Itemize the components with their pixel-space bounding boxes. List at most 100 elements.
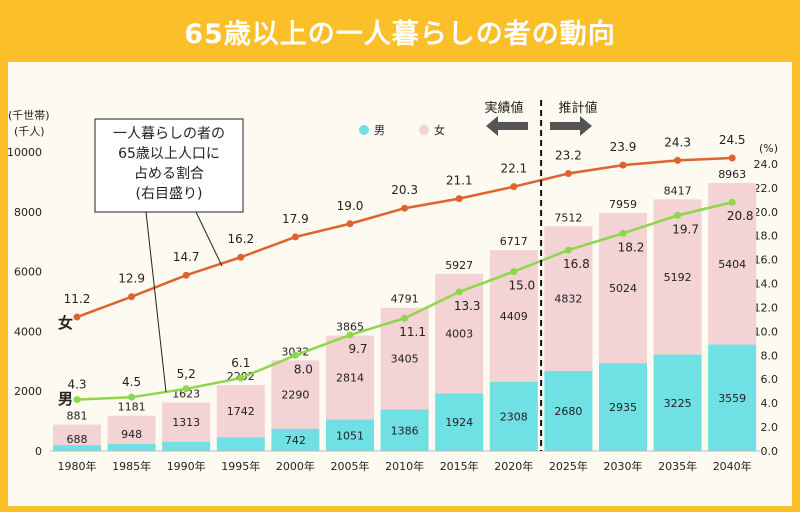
male-ratio-label: 4.5 — [122, 375, 141, 389]
y-left-unit-label: (千世帯) — [8, 109, 50, 122]
male-ratio-label: 18.2 — [618, 240, 645, 254]
female-value-label: 2814 — [336, 372, 364, 385]
legend-female-label: 女 — [434, 123, 445, 137]
male-ratio-point — [237, 374, 245, 382]
female-ratio-point — [619, 161, 627, 169]
female-ratio-point — [674, 156, 682, 164]
female-ratio-point — [455, 195, 463, 203]
female-ratio-point — [346, 220, 354, 228]
female-ratio-point — [291, 233, 299, 241]
female-value-label: 2290 — [281, 389, 309, 402]
male-ratio-point — [128, 393, 136, 401]
bar-male — [544, 370, 593, 451]
female-value-label: 688 — [67, 433, 88, 446]
female-ratio-point — [564, 170, 572, 178]
x-tick-label: 1985年 — [112, 459, 151, 473]
x-tick-label: 1980年 — [58, 459, 97, 473]
male-ratio-point — [619, 229, 627, 237]
legend-female-swatch — [419, 125, 429, 135]
y-right-tick-label: 4.0 — [761, 397, 779, 410]
actual-arrow-icon — [486, 116, 528, 136]
female-ratio-point — [728, 154, 736, 162]
male-ratio-label: 15.0 — [508, 279, 535, 293]
male-ratio-label: 9.7 — [348, 342, 367, 356]
bar-female — [380, 307, 429, 410]
bar-female — [653, 199, 702, 355]
y-left-tick-label: 2000 — [14, 385, 42, 398]
legend-male-label: 男 — [374, 124, 385, 137]
x-tick-label: 2035年 — [658, 459, 697, 473]
y-left-tick-label: 8000 — [14, 206, 42, 219]
female-ratio-label: 21.1 — [446, 174, 473, 188]
male-value-label: 2308 — [500, 410, 528, 423]
female-value-label: 4003 — [445, 328, 473, 341]
y-right-tick-label: 24.0 — [754, 158, 779, 171]
male-ratio-point — [73, 396, 81, 404]
male-ratio-point — [564, 246, 572, 254]
note-box-line: 占める割合 — [134, 165, 204, 182]
y-right-tick-label: 14.0 — [754, 278, 779, 291]
female-value-label: 4409 — [500, 310, 528, 323]
total-value-label: 3865 — [336, 320, 364, 333]
legend-male-swatch — [359, 125, 369, 135]
bar-female — [216, 385, 265, 438]
male-ratio-label: 11.1 — [399, 325, 426, 339]
x-tick-label: 2030年 — [604, 459, 643, 473]
bar-male — [708, 344, 757, 451]
x-tick-label: 1995年 — [221, 459, 260, 473]
male-value-label: 3225 — [664, 397, 692, 410]
female-ratio-label: 11.2 — [64, 292, 91, 306]
female-ratio-point — [237, 253, 245, 261]
x-tick-label: 2005年 — [331, 459, 370, 473]
male-ratio-label: 4.3 — [67, 378, 86, 392]
male-ratio-label: 20.8 — [727, 209, 754, 223]
male-ratio-point — [182, 385, 190, 393]
male-ratio-label: 13.3 — [454, 299, 481, 313]
y-right-tick-label: 0.0 — [761, 445, 779, 458]
female-value-label: 948 — [121, 428, 142, 441]
y-right-tick-label: 16.0 — [754, 254, 779, 267]
female-value-label: 5192 — [664, 271, 692, 284]
x-tick-label: 1990年 — [167, 459, 206, 473]
y-right-tick-label: 22.0 — [754, 182, 779, 195]
note-leader-line — [145, 211, 167, 393]
bar-male — [599, 363, 647, 451]
female-ratio-label: 24.5 — [719, 133, 746, 147]
projected-value-label: 推計値 — [558, 100, 597, 116]
y-right-unit-label: (%) — [759, 142, 778, 155]
bar-female — [162, 402, 211, 442]
male-ratio-label: 8.0 — [294, 362, 313, 376]
male-value-label: 1924 — [445, 416, 473, 429]
female-value-label: 5024 — [609, 282, 637, 295]
bar-male — [271, 428, 320, 451]
y-right-tick-label: 8.0 — [761, 349, 779, 362]
male-ratio-point — [401, 314, 409, 322]
note-box-line: 65歳以上人口に — [118, 146, 220, 162]
female-line-name: 女 — [58, 314, 73, 332]
female-ratio-point — [128, 293, 136, 301]
note-box-line: 一人暮らしの者の — [113, 126, 225, 142]
male-ratio-label: 6.1 — [231, 356, 250, 370]
male-ratio-point — [291, 351, 299, 359]
projected-arrow-icon — [550, 116, 592, 136]
y-right-tick-label: 18.0 — [754, 230, 779, 243]
y-right-tick-label: 20.0 — [754, 206, 779, 219]
female-ratio-point — [73, 313, 81, 321]
x-tick-label: 2040年 — [713, 459, 752, 473]
male-ratio-label: 16.8 — [563, 257, 590, 271]
note-box — [94, 118, 244, 213]
male-value-label: 742 — [285, 434, 306, 447]
male-ratio-point — [728, 198, 736, 206]
y-left-tick-label: 10000 — [7, 146, 42, 159]
female-ratio-label: 12.9 — [118, 272, 145, 286]
male-value-label: 2680 — [554, 405, 582, 418]
bar-male — [107, 444, 156, 451]
male-value-label: 1386 — [391, 424, 419, 437]
female-ratio-label: 23.9 — [610, 140, 637, 154]
female-ratio-point — [182, 271, 190, 279]
bar-female — [708, 183, 757, 345]
total-value-label: 881 — [67, 410, 88, 423]
female-value-label: 4832 — [554, 293, 582, 306]
bar-female — [53, 424, 101, 446]
